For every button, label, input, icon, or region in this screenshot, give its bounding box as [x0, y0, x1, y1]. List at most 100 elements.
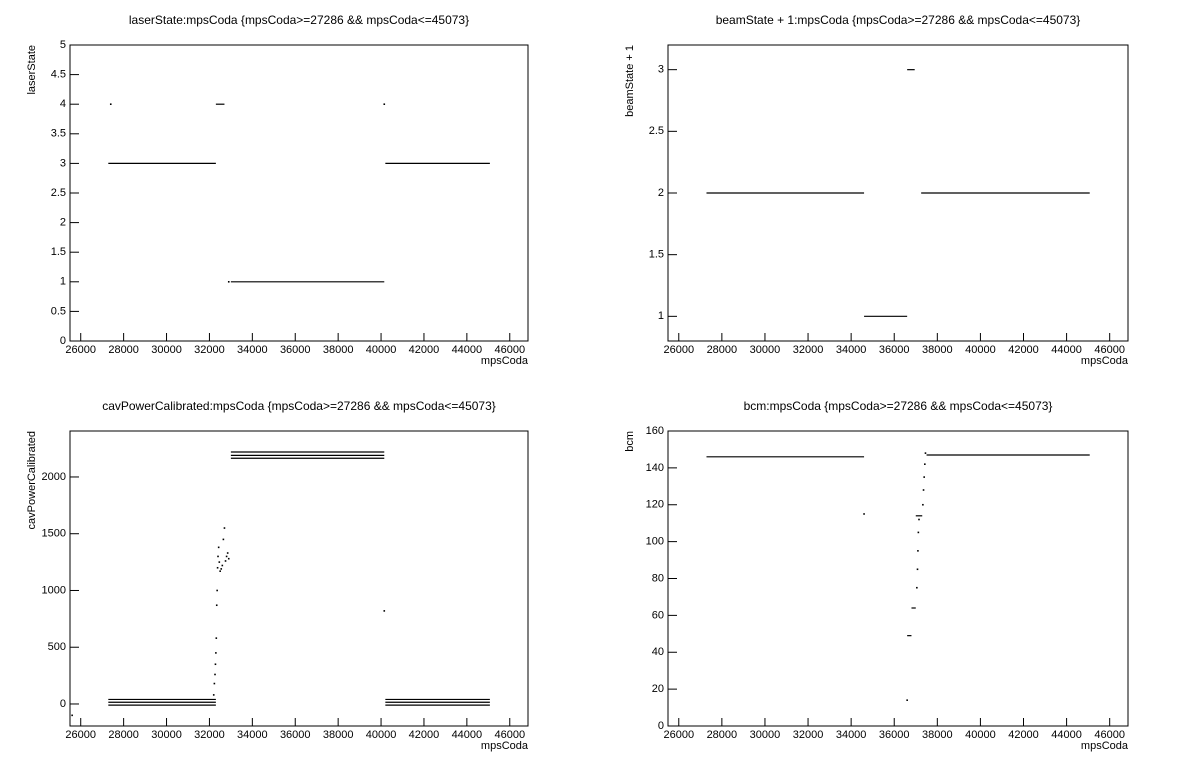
y-tick-label: 80 [652, 572, 664, 584]
y-axis-label: bcm [624, 431, 636, 452]
data-point [71, 714, 73, 717]
plot-frame [69, 44, 529, 342]
chart-title: laserState:mpsCoda {mpsCoda>=27286 && mp… [129, 13, 469, 27]
data-point [109, 103, 112, 105]
x-tick-label: 34000 [836, 344, 867, 356]
data-point [917, 531, 920, 534]
data-point [226, 552, 229, 554]
x-tick-label: 42000 [409, 344, 440, 356]
x-tick-label: 34000 [237, 729, 268, 741]
plot-frame [667, 430, 1129, 727]
data-point [922, 503, 924, 506]
x-tick-label: 32000 [194, 729, 225, 741]
data-point [916, 586, 918, 589]
x-axis-label: mpsCoda [1081, 740, 1129, 752]
x-tick-label: 30000 [151, 729, 182, 741]
y-tick-label: 100 [646, 536, 664, 548]
y-tick-label: 2.5 [51, 187, 66, 199]
x-axis-label: mpsCoda [481, 355, 529, 367]
y-tick-label: 60 [652, 609, 664, 621]
x-axis-label: mpsCoda [481, 740, 529, 752]
x-tick-label: 26000 [65, 344, 96, 356]
data-point [383, 103, 386, 105]
data-point [227, 557, 230, 560]
x-tick-label: 26000 [663, 344, 694, 356]
x-tick-label: 38000 [323, 729, 354, 741]
x-tick-label: 46000 [494, 729, 525, 741]
y-tick-label: 2000 [42, 471, 66, 483]
x-tick-label: 32000 [793, 344, 824, 356]
y-tick-label: 1 [658, 310, 664, 322]
x-tick-label: 38000 [922, 344, 953, 356]
data-point [916, 568, 919, 571]
y-tick-label: 1500 [42, 528, 66, 540]
y-tick-label: 160 [646, 425, 664, 437]
x-tick-label: 32000 [194, 344, 225, 356]
x-tick-label: 38000 [323, 344, 354, 356]
x-tick-label: 44000 [1051, 729, 1082, 741]
y-tick-label: 0 [60, 335, 66, 347]
x-tick-label: 46000 [1094, 729, 1125, 741]
x-tick-label: 30000 [750, 729, 781, 741]
data-point [917, 550, 919, 552]
y-axis-label: beamState + 1 [624, 45, 636, 117]
x-tick-label: 44000 [1051, 344, 1082, 356]
data-point [215, 604, 218, 607]
y-tick-label: 3.5 [51, 128, 66, 140]
y-tick-label: 1000 [42, 584, 66, 596]
y-tick-label: 4.5 [51, 69, 66, 81]
x-tick-label: 36000 [879, 729, 910, 741]
y-tick-label: 0 [60, 698, 66, 710]
y-tick-label: 40 [652, 646, 664, 658]
x-axis-label: mpsCoda [1081, 355, 1129, 367]
y-tick-label: 3 [658, 64, 664, 76]
chart-title: cavPowerCalibrated:mpsCoda {mpsCoda>=272… [102, 399, 496, 413]
data-point [214, 663, 217, 666]
y-tick-label: 2.5 [649, 125, 664, 137]
x-tick-label: 28000 [707, 729, 738, 741]
x-tick-label: 28000 [108, 344, 139, 356]
x-tick-label: 36000 [280, 344, 311, 356]
x-tick-label: 26000 [663, 729, 694, 741]
data-point [218, 561, 221, 563]
y-tick-label: 2 [658, 187, 664, 199]
x-tick-label: 36000 [879, 344, 910, 356]
x-tick-label: 46000 [1094, 344, 1125, 356]
data-point [219, 570, 221, 572]
y-tick-label: 1 [60, 276, 66, 288]
x-tick-label: 26000 [65, 729, 96, 741]
y-tick-label: 2 [60, 217, 66, 229]
y-tick-label: 5 [60, 39, 66, 51]
plot-frame [69, 430, 529, 727]
x-tick-label: 44000 [452, 729, 483, 741]
data-point [214, 673, 216, 676]
data-point [924, 463, 926, 465]
x-tick-label: 30000 [151, 344, 182, 356]
x-tick-label: 40000 [965, 729, 996, 741]
x-tick-label: 28000 [707, 344, 738, 356]
x-tick-label: 32000 [793, 729, 824, 741]
x-tick-label: 42000 [1008, 344, 1039, 356]
data-point [924, 452, 927, 454]
x-tick-label: 42000 [1008, 729, 1039, 741]
data-point [220, 568, 223, 570]
y-tick-label: 1.5 [51, 246, 66, 258]
y-tick-label: 1.5 [649, 249, 664, 261]
x-tick-label: 38000 [922, 729, 953, 741]
x-tick-label: 46000 [494, 344, 525, 356]
data-point [212, 694, 215, 696]
y-tick-label: 140 [646, 462, 664, 474]
data-point [906, 699, 908, 701]
x-tick-label: 34000 [237, 344, 268, 356]
y-tick-label: 3 [60, 157, 66, 169]
data-point [225, 555, 228, 558]
x-tick-label: 28000 [108, 729, 139, 741]
y-tick-label: 120 [646, 499, 664, 511]
y-tick-label: 0.5 [51, 305, 66, 317]
x-tick-label: 40000 [366, 729, 397, 741]
x-tick-label: 44000 [452, 344, 483, 356]
chart-title: bcm:mpsCoda {mpsCoda>=27286 && mpsCoda<=… [744, 399, 1053, 413]
data-point [222, 538, 225, 541]
x-tick-label: 40000 [965, 344, 996, 356]
x-tick-label: 30000 [750, 344, 781, 356]
